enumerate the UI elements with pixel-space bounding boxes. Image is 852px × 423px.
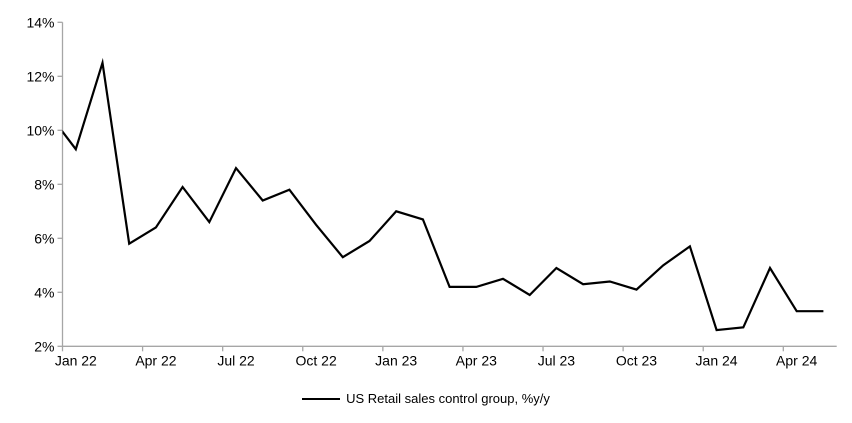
y-axis-tick-label: 4% [34, 284, 54, 300]
y-axis-tick-label: 12% [26, 68, 54, 84]
chart-legend: US Retail sales control group, %y/y [0, 391, 852, 406]
legend-line-sample [302, 397, 341, 400]
x-axis-tick-label: Apr 24 [776, 352, 817, 368]
x-axis-tick-label: Oct 23 [616, 352, 657, 368]
x-axis-tick-label: Apr 22 [135, 352, 176, 368]
x-axis-tick-label: Oct 22 [295, 352, 336, 368]
x-axis-tick-label: Apr 23 [456, 352, 497, 368]
x-axis-tick-label: Jul 23 [538, 352, 576, 368]
y-axis-tick-label: 2% [34, 338, 54, 354]
y-axis-tick-label: 8% [34, 176, 54, 192]
legend-label: US Retail sales control group, %y/y [346, 391, 550, 406]
y-axis-tick-label: 6% [34, 230, 54, 246]
x-axis-tick-label: Jan 24 [696, 352, 738, 368]
x-axis-tick-label: Jan 22 [55, 352, 97, 368]
x-axis-tick-label: Jul 22 [217, 352, 255, 368]
x-axis-tick-label: Jan 23 [375, 352, 417, 368]
y-axis-tick-label: 14% [26, 14, 54, 30]
y-axis-tick-label: 10% [26, 122, 54, 138]
series-line-us-retail-control-group [62, 57, 824, 332]
